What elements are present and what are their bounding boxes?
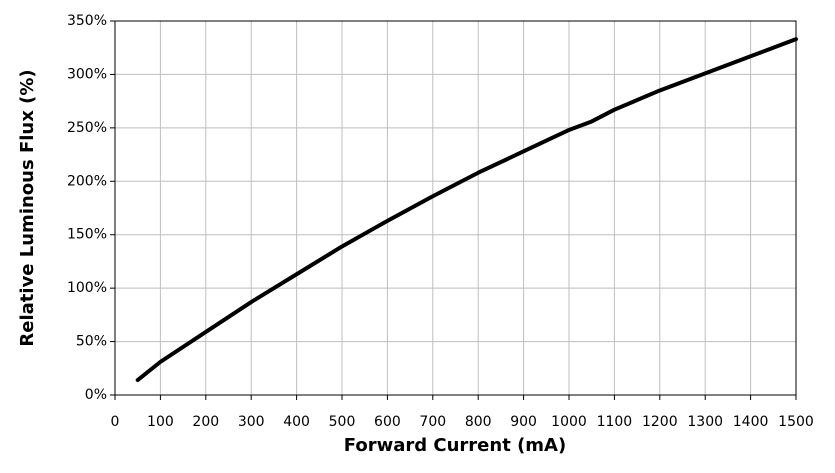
x-tick-label: 1500 [778,414,814,430]
x-tick-label: 800 [465,414,492,430]
x-tick-label: 900 [510,414,537,430]
y-axis-title: Relative Luminous Flux (%) [17,69,38,346]
x-tick-label: 100 [147,414,174,430]
x-tick-label: 400 [283,414,310,430]
x-tick-label: 700 [419,414,446,430]
x-tick-label: 500 [329,414,356,430]
data-line [135,37,798,383]
y-tick-label: 100% [67,280,107,296]
y-tick-label: 150% [67,227,107,243]
x-tick-label: 1000 [551,414,587,430]
x-tick-label: 1400 [733,414,769,430]
x-tick-label: 0 [111,414,120,430]
y-tick-label: 250% [67,120,107,136]
y-tick-label: 0% [85,387,107,403]
x-tick-label: 1200 [642,414,678,430]
x-axis-title: Forward Current (mA) [344,435,566,456]
y-tick-label: 200% [67,173,107,189]
x-tick-label: 200 [192,414,219,430]
y-tick-label: 50% [76,334,107,350]
x-tick-label: 1300 [687,414,723,430]
plot-frame [114,20,797,396]
x-tick-label: 1100 [597,414,633,430]
x-tick-label: 300 [238,414,265,430]
y-tick-label: 350% [67,13,107,29]
x-tick-label: 600 [374,414,401,430]
y-tick-label: 300% [67,66,107,82]
